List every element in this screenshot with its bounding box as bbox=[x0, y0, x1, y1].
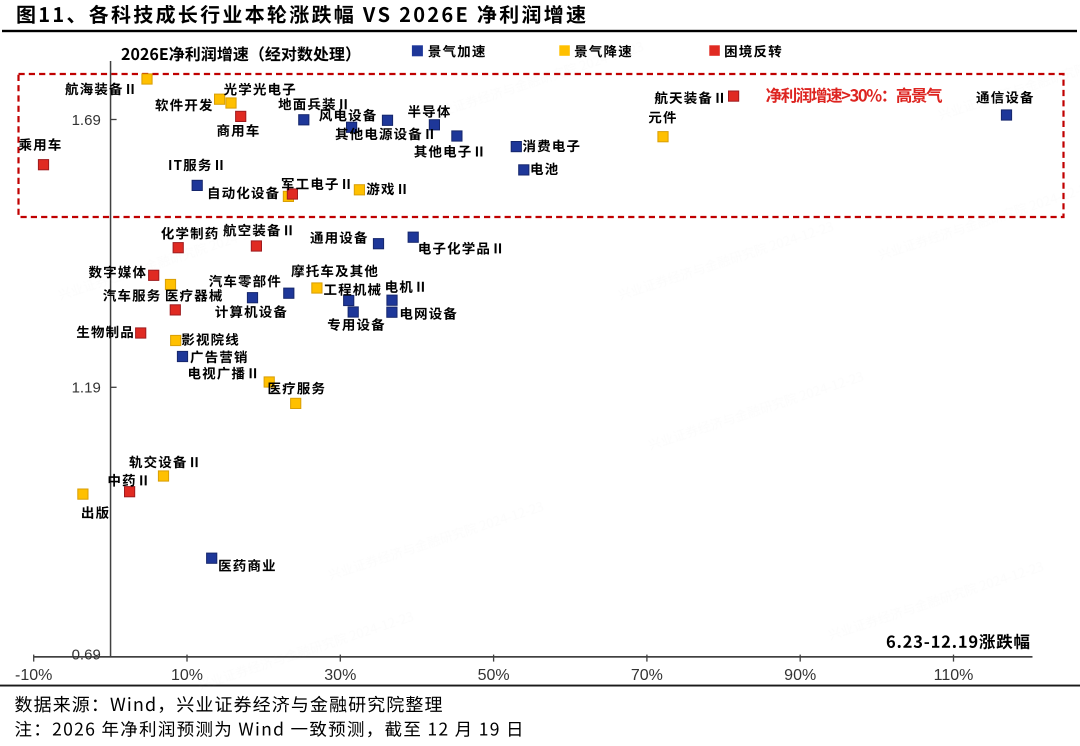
svg-text:30%: 30% bbox=[324, 667, 356, 684]
svg-text:90%: 90% bbox=[784, 667, 816, 684]
svg-text:70%: 70% bbox=[631, 667, 663, 684]
svg-text:10%: 10% bbox=[171, 667, 203, 684]
svg-text:0.69: 0.69 bbox=[72, 647, 101, 664]
svg-text:50%: 50% bbox=[478, 667, 510, 684]
svg-text:1.19: 1.19 bbox=[72, 380, 101, 397]
svg-text:-10%: -10% bbox=[15, 667, 52, 684]
svg-text:1.69: 1.69 bbox=[72, 112, 101, 129]
svg-text:110%: 110% bbox=[934, 667, 974, 684]
